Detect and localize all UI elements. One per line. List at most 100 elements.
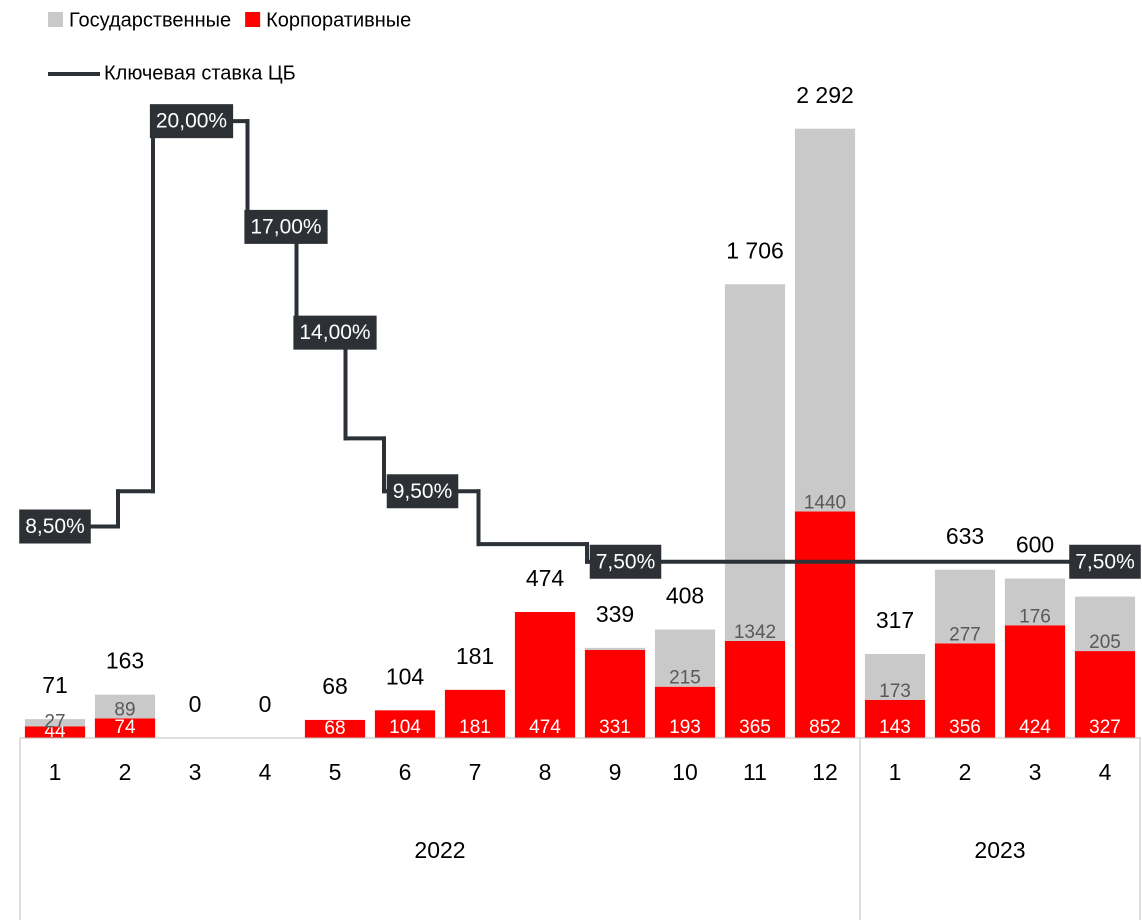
bar-value-label: 277 xyxy=(949,624,981,645)
bar-value-label: 89 xyxy=(114,699,135,720)
bar-segment xyxy=(1004,578,1066,626)
bar-segment xyxy=(1074,596,1136,652)
rate-label-box xyxy=(386,474,459,509)
x-tick-label: 4 xyxy=(259,759,272,785)
legend-label: Государственные xyxy=(69,9,231,31)
total-label: 68 xyxy=(322,673,348,699)
rate-label: 20,00% xyxy=(156,110,227,133)
total-label: 339 xyxy=(596,601,634,627)
bar-value-label: 424 xyxy=(1019,717,1051,738)
x-tick-label: 3 xyxy=(189,759,202,785)
bar-segment xyxy=(794,511,856,738)
rate-label-box xyxy=(1069,544,1141,579)
x-tick-label: 8 xyxy=(539,759,552,785)
bar-segment xyxy=(724,284,786,641)
rate-label-box xyxy=(293,315,377,350)
total-label: 181 xyxy=(456,643,494,669)
total-label: 474 xyxy=(526,565,565,591)
rate-label: 17,00% xyxy=(250,215,321,238)
bar-value-label: 365 xyxy=(739,717,771,738)
bar-segment xyxy=(514,611,576,738)
bar-segment xyxy=(94,694,156,719)
bar-segment xyxy=(934,569,996,644)
bar-value-label: 104 xyxy=(389,717,421,738)
legend-swatch xyxy=(48,12,63,27)
rate-label: 14,00% xyxy=(299,321,370,344)
total-label: 104 xyxy=(386,663,425,689)
bar-segment xyxy=(584,650,646,738)
bar-segment xyxy=(654,629,716,687)
x-tick-label: 11 xyxy=(743,759,767,785)
bar-value-label: 176 xyxy=(1019,606,1051,627)
x-tick-label: 9 xyxy=(609,759,622,785)
bar-value-label: 74 xyxy=(114,717,136,738)
rate-label: 8,50% xyxy=(25,515,85,538)
legend-swatch xyxy=(245,12,261,27)
bar-value-label: 27 xyxy=(44,712,65,733)
group-label: 2022 xyxy=(414,837,465,863)
rate-label-box xyxy=(589,544,662,579)
bar-value-label: 1440 xyxy=(804,493,846,514)
bar-segment xyxy=(864,699,926,738)
bar-value-label: 331 xyxy=(599,717,631,738)
rate-line xyxy=(53,119,1107,564)
bar-value-label: 68 xyxy=(324,718,345,739)
bar-value-label: 143 xyxy=(879,717,911,738)
rate-label-box xyxy=(19,509,91,544)
total-label: 163 xyxy=(106,648,144,674)
x-tick-label: 2 xyxy=(119,759,132,785)
rate-label: 7,50% xyxy=(1075,550,1135,573)
rate-label: 9,50% xyxy=(393,480,453,503)
x-tick-label: 10 xyxy=(672,759,698,785)
bar-value-label: 474 xyxy=(529,717,561,738)
total-label: 633 xyxy=(946,523,984,549)
bar-value-label: 215 xyxy=(669,668,701,689)
x-tick-label: 7 xyxy=(469,759,482,785)
bar-value-label: 205 xyxy=(1089,632,1121,653)
bar-segment xyxy=(304,719,366,738)
group-label: 2023 xyxy=(974,837,1025,863)
bar-segment xyxy=(934,643,996,738)
x-tick-label: 2 xyxy=(959,759,972,785)
total-label: 0 xyxy=(189,691,202,717)
x-tick-label: 12 xyxy=(812,759,838,785)
bar-value-label: 852 xyxy=(809,717,841,738)
bar-segment xyxy=(1004,625,1066,738)
bar-value-label: 193 xyxy=(669,717,701,738)
x-tick-label: 4 xyxy=(1099,759,1112,785)
bar-value-label: 356 xyxy=(949,717,981,738)
bar-segment xyxy=(724,640,786,738)
legend-label: Корпоративные xyxy=(266,9,411,31)
bar-value-label: 327 xyxy=(1089,717,1121,738)
x-tick-label: 1 xyxy=(49,759,62,785)
bar-value-label: 173 xyxy=(879,681,911,702)
bar-segment xyxy=(374,710,436,738)
total-label: 2 292 xyxy=(796,82,854,108)
total-label: 600 xyxy=(1016,532,1054,558)
x-tick-label: 5 xyxy=(329,759,342,785)
total-label: 71 xyxy=(42,672,68,698)
total-label: 0 xyxy=(259,691,272,717)
total-label: 1 706 xyxy=(726,238,784,264)
bar-value-label: 44 xyxy=(44,721,66,742)
bar-value-label: 181 xyxy=(459,717,491,738)
legend-label: Ключевая ставка ЦБ xyxy=(104,62,296,84)
total-label: 317 xyxy=(876,607,914,633)
bar-segment xyxy=(654,686,716,738)
bar-value-label: 1342 xyxy=(734,622,776,643)
x-tick-label: 3 xyxy=(1029,759,1042,785)
bar-segment xyxy=(444,689,506,738)
rate-label: 7,50% xyxy=(596,550,656,573)
bar-segment xyxy=(584,647,646,651)
total-label: 408 xyxy=(666,583,704,609)
bar-segment xyxy=(24,719,86,727)
x-tick-label: 1 xyxy=(889,759,902,785)
rate-label-box xyxy=(244,209,328,244)
rate-label-box xyxy=(149,104,234,139)
bar-segment xyxy=(864,653,926,700)
bar-segment xyxy=(794,128,856,512)
bar-segment xyxy=(1074,651,1136,738)
bar-segment xyxy=(94,718,156,738)
x-tick-label: 6 xyxy=(399,759,412,785)
